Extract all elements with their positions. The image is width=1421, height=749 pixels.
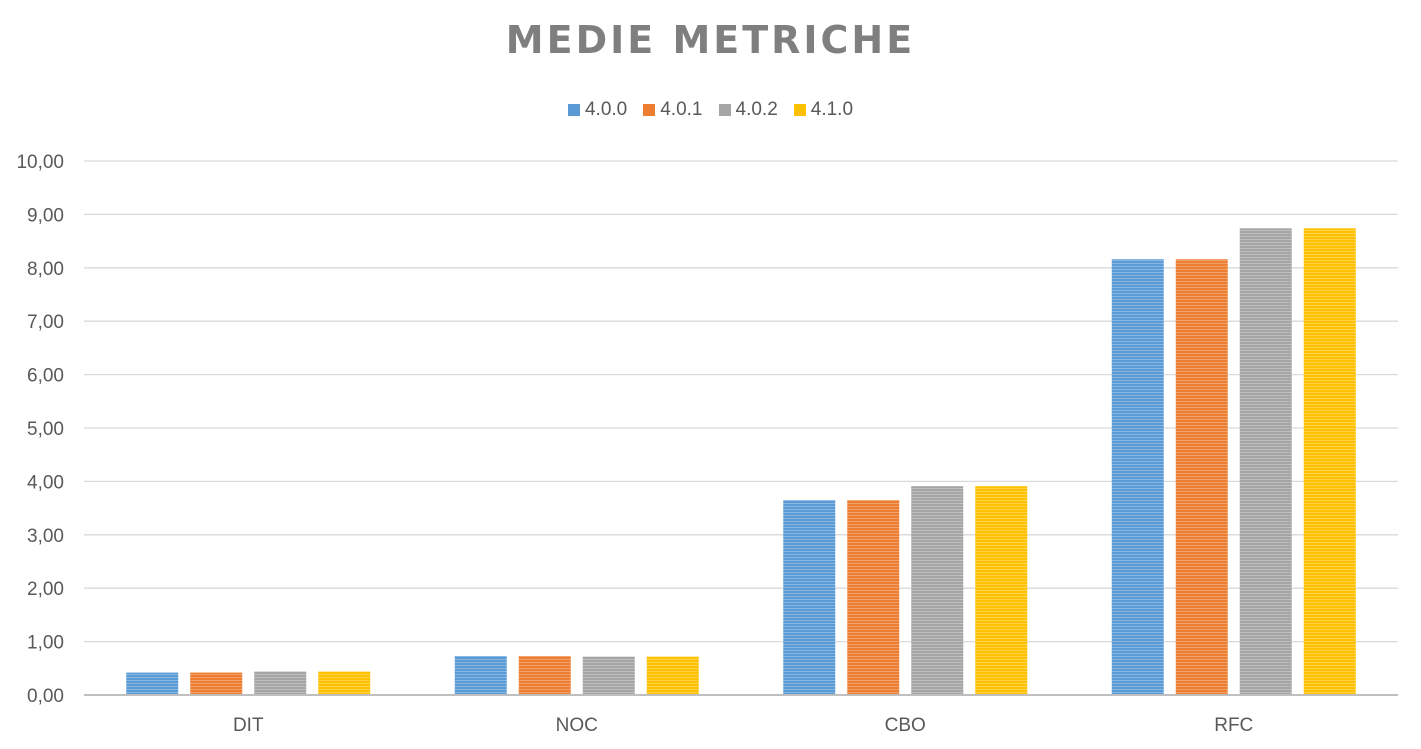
y-tick-label: 1,00 xyxy=(27,633,64,654)
chart-title: MEDIE METRICHE xyxy=(505,18,916,62)
legend-item-4-0-1: 4.0.1 xyxy=(643,99,703,121)
y-tick-label: 10,00 xyxy=(16,152,64,173)
bar-noc-4-0-0 xyxy=(454,656,507,695)
bar-rfc-4-0-1 xyxy=(1175,259,1228,695)
x-tick-label-noc: NOC xyxy=(556,715,598,736)
legend-item-4-0-2: 4.0.2 xyxy=(718,99,778,121)
legend-swatch-4-0-1 xyxy=(643,104,656,116)
legend-label-4-0-1: 4.0.1 xyxy=(660,99,703,120)
y-tick-label: 2,00 xyxy=(27,579,64,600)
bar-dit-4-0-2 xyxy=(254,671,307,695)
y-tick-label: 6,00 xyxy=(27,366,64,387)
x-tick-label-cbo: CBO xyxy=(885,715,926,736)
bar-dit-4-0-0 xyxy=(126,672,179,695)
bar-noc-4-1-0 xyxy=(646,656,699,695)
y-tick-label: 9,00 xyxy=(27,205,64,226)
x-tick-label-rfc: RFC xyxy=(1214,715,1253,736)
y-tick-label: 3,00 xyxy=(27,526,64,547)
bar-rfc-4-0-2 xyxy=(1239,228,1292,695)
bar-cbo-4-1-0 xyxy=(975,486,1028,695)
legend-swatch-4-0-2 xyxy=(718,104,731,116)
legend-label-4-0-0: 4.0.0 xyxy=(584,99,628,120)
y-tick-label: 5,00 xyxy=(27,419,64,440)
legend-item-4-0-0: 4.0.0 xyxy=(567,99,628,121)
y-tick-label: 8,00 xyxy=(27,259,64,280)
bar-cbo-4-0-2 xyxy=(911,486,964,695)
x-tick-label-dit: DIT xyxy=(233,715,264,736)
legend-swatch-4-0-0 xyxy=(567,104,580,116)
bar-cbo-4-0-0 xyxy=(783,500,836,695)
chart-legend: 4.0.0 4.0.1 4.0.2 4.1.0 xyxy=(0,99,1421,121)
bar-dit-4-1-0 xyxy=(318,671,371,695)
legend-item-4-1-0: 4.1.0 xyxy=(793,99,854,121)
legend-label-4-1-0: 4.1.0 xyxy=(810,99,854,120)
bar-rfc-4-1-0 xyxy=(1303,228,1356,695)
legend-swatch-4-1-0 xyxy=(793,104,806,116)
bar-cbo-4-0-1 xyxy=(847,500,900,695)
y-tick-label: 4,00 xyxy=(27,472,64,493)
bar-rfc-4-0-0 xyxy=(1111,259,1164,695)
bar-noc-4-0-1 xyxy=(518,656,571,695)
bar-noc-4-0-2 xyxy=(582,656,635,695)
legend-label-4-0-2: 4.0.2 xyxy=(735,99,778,120)
y-tick-label: 0,00 xyxy=(27,686,64,707)
y-tick-label: 7,00 xyxy=(27,312,64,333)
bar-dit-4-0-1 xyxy=(190,672,243,695)
